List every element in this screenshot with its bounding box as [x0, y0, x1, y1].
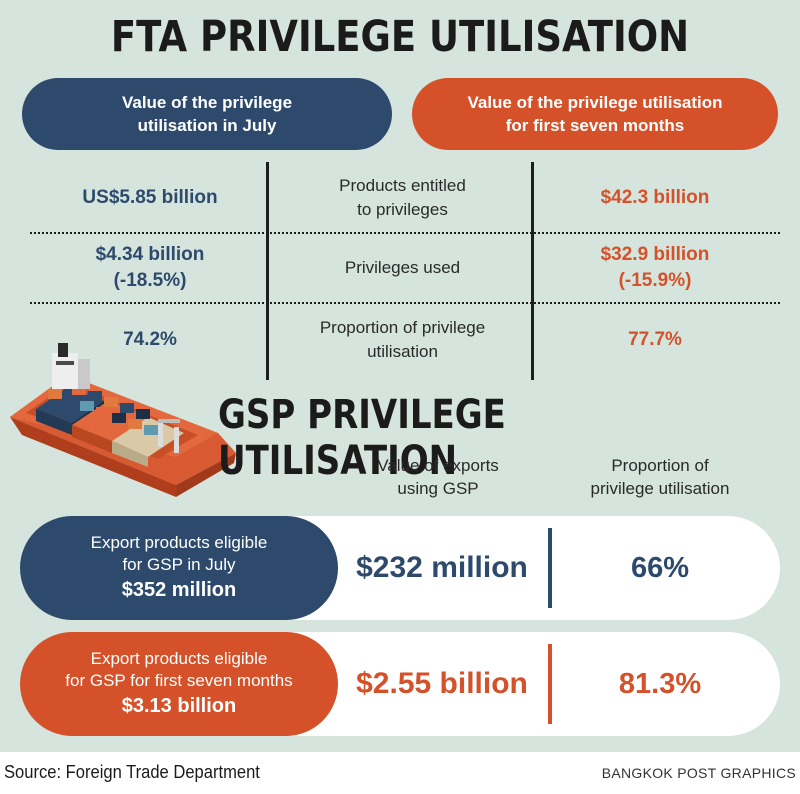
gsp-row-july: Export products eligible for GSP in July… — [20, 516, 780, 620]
fta-july-entitled: US$5.85 billion — [82, 187, 218, 208]
fta-row-used: $4.34 billion (-18.5%) Privileges used $… — [0, 234, 800, 302]
gsp-seven-eligible-pill: Export products eligible for GSP for fir… — [20, 632, 338, 736]
fta-title: FTA PRIVILEGE UTILISATION — [110, 12, 690, 62]
fta-seven-proportion: 77.7% — [628, 329, 682, 350]
gsp-title: GSP PRIVILEGE UTILISATION — [218, 392, 506, 484]
infographic-canvas: FTA PRIVILEGE UTILISATION Value of the p… — [0, 0, 800, 752]
gsp-seven-proportion: 81.3% — [618, 667, 702, 700]
row-divider — [30, 232, 780, 234]
value-divider — [548, 528, 552, 608]
column-divider-right — [531, 162, 534, 380]
gsp-seven-label: Export products eligible for GSP for fir… — [65, 649, 293, 690]
fta-row-proportion: 74.2% Proportion of privilege utilisatio… — [0, 306, 800, 374]
fta-seven-month-header-text: Value of the privilege utilisation for f… — [467, 93, 723, 135]
value-divider — [548, 644, 552, 724]
fta-row-entitled: US$5.85 billion Products entitled to pri… — [0, 164, 800, 232]
fta-seven-month-header: Value of the privilege utilisation for f… — [412, 78, 778, 150]
column-divider-left — [266, 162, 269, 380]
fta-seven-used: $32.9 billion (-15.9%) — [600, 244, 710, 291]
gsp-july-eligible-pill: Export products eligible for GSP in July… — [20, 516, 338, 620]
fta-label-entitled: Products entitled to privileges — [339, 176, 466, 219]
fta-july-header-text: Value of the privilege utilisation in Ju… — [121, 93, 293, 135]
row-divider — [30, 302, 780, 304]
fta-label-proportion: Proportion of privilege utilisation — [319, 318, 486, 361]
fta-seven-entitled: $42.3 billion — [600, 187, 710, 208]
fta-label-used: Privileges used — [344, 258, 461, 277]
gsp-row-seven-months: Export products eligible for GSP for fir… — [20, 632, 780, 736]
container-ship-icon — [10, 343, 236, 497]
fta-july-header: Value of the privilege utilisation in Ju… — [22, 78, 392, 150]
gsp-seven-value: $2.55 billion — [356, 667, 528, 700]
gsp-july-label: Export products eligible for GSP in July — [90, 533, 268, 574]
source-note: Source: Foreign Trade Department — [4, 762, 260, 782]
gsp-seven-eligible-amount: $3.13 billion — [121, 695, 237, 717]
fta-july-used: $4.34 billion (-18.5%) — [95, 244, 205, 291]
gsp-july-eligible-amount: $352 million — [121, 579, 237, 601]
graphics-credit: BANGKOK POST GRAPHICS — [601, 765, 796, 781]
gsp-july-value: $232 million — [356, 551, 528, 584]
fta-july-proportion: 74.2% — [123, 329, 177, 350]
gsp-july-proportion: 66% — [630, 551, 690, 584]
gsp-proportion-column-header: Proportion of privilege utilisation — [590, 456, 730, 498]
gsp-value-column-header: Value of exports using GSP — [377, 456, 499, 498]
